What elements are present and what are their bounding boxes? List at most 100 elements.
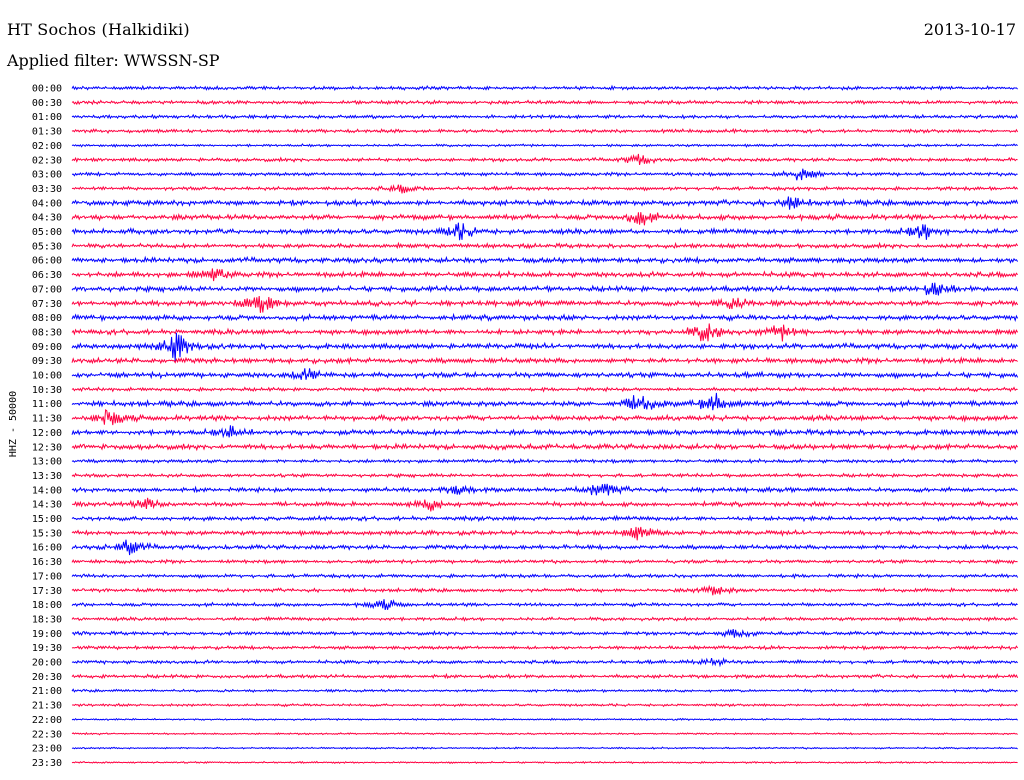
trace-0530: [71, 241, 1019, 250]
trace-0930: [71, 355, 1018, 366]
time-label: 16:00: [32, 543, 62, 554]
trace-0000: [71, 84, 1018, 92]
trace-1730: [71, 584, 1019, 596]
trace-0730: [71, 295, 1019, 313]
time-label: 09:00: [32, 342, 62, 353]
trace-0430: [71, 212, 1018, 226]
trace-1930: [71, 644, 1019, 651]
time-labels-group: 00:00 00:30 01:00 01:30 02:00 02:30 03:00 03:30…: [32, 84, 62, 769]
time-label: 01:00: [32, 112, 62, 123]
time-label: 05:30: [32, 241, 62, 252]
trace-0300: [71, 168, 1018, 181]
station-title: HT Sochos (Halkidiki): [7, 20, 190, 39]
time-label: 21:00: [32, 686, 62, 697]
trace-1430: [71, 497, 1019, 512]
trace-2230: [71, 731, 1018, 736]
time-label: 17:30: [32, 586, 62, 597]
trace-1000: [71, 368, 1019, 381]
time-label: 18:00: [32, 600, 62, 611]
time-label: 16:30: [32, 557, 62, 568]
trace-1600: [71, 539, 1019, 556]
time-label: 00:00: [32, 84, 62, 95]
trace-1830: [71, 615, 1018, 623]
time-label: 18:30: [32, 614, 62, 625]
trace-2130: [71, 702, 1018, 708]
time-label: 20:30: [32, 672, 62, 683]
time-label: 10:00: [32, 371, 62, 382]
time-label: 21:30: [32, 701, 62, 712]
time-label: 02:00: [32, 141, 62, 152]
trace-2030: [71, 672, 1019, 680]
time-label: 15:00: [32, 514, 62, 525]
time-label: 07:00: [32, 284, 62, 295]
trace-0600: [71, 255, 1019, 265]
time-label: 06:30: [32, 270, 62, 281]
time-label: 14:30: [32, 500, 62, 511]
time-label: 03:00: [32, 170, 62, 181]
time-label: 10:30: [32, 385, 62, 396]
trace-1330: [71, 472, 1019, 479]
time-label: 03:30: [32, 184, 62, 195]
trace-0200: [71, 143, 1018, 148]
time-label: 00:30: [32, 98, 62, 109]
trace-2330: [71, 760, 1018, 765]
trace-0330: [71, 183, 1018, 194]
trace-2100: [71, 688, 1018, 694]
date-label: 2013-10-17: [923, 20, 1016, 39]
time-label: 23:30: [32, 758, 62, 769]
trace-1100: [71, 392, 1019, 411]
time-label: 11:30: [32, 414, 62, 425]
time-label: 22:30: [32, 729, 62, 740]
time-label: 22:00: [32, 715, 62, 726]
trace-1900: [71, 628, 1018, 639]
trace-0900: [71, 332, 1018, 362]
time-label: 11:00: [32, 399, 62, 410]
time-label: 05:00: [32, 227, 62, 238]
trace-1630: [71, 558, 1018, 565]
trace-0630: [71, 268, 1018, 282]
time-label: 09:30: [32, 356, 62, 367]
trace-2000: [71, 656, 1018, 668]
trace-1230: [71, 442, 1019, 452]
time-label: 04:30: [32, 213, 62, 224]
y-axis-label: HHZ - 50000: [8, 391, 19, 457]
time-label: 06:00: [32, 256, 62, 267]
time-label: 23:00: [32, 744, 62, 755]
time-label: 15:30: [32, 528, 62, 539]
time-label: 07:30: [32, 299, 62, 310]
trace-0230: [71, 153, 1018, 165]
trace-1030: [71, 386, 1018, 393]
time-label: 13:00: [32, 457, 62, 468]
time-label: 19:00: [32, 629, 62, 640]
trace-1200: [71, 425, 1019, 439]
trace-0100: [71, 113, 1019, 120]
time-label: 14:00: [32, 485, 62, 496]
time-label: 19:30: [32, 643, 62, 654]
trace-0700: [71, 282, 1019, 296]
trace-0800: [71, 312, 1019, 323]
trace-1530: [71, 526, 1018, 541]
trace-1500: [71, 514, 1019, 523]
time-label: 13:30: [32, 471, 62, 482]
trace-0130: [71, 127, 1019, 135]
trace-0400: [71, 196, 1019, 210]
time-label: 08:00: [32, 313, 62, 324]
time-label: 17:00: [32, 571, 62, 582]
trace-2300: [71, 746, 1018, 750]
trace-1400: [71, 483, 1018, 496]
trace-1130: [71, 409, 1018, 426]
trace-2200: [71, 717, 1018, 722]
time-label: 12:00: [32, 428, 62, 439]
time-label: 02:30: [32, 155, 62, 166]
time-label: 01:30: [32, 127, 62, 138]
trace-0830: [71, 323, 1019, 342]
trace-group: [71, 84, 1019, 765]
filter-label: Applied filter: WWSSN-SP: [7, 51, 220, 70]
trace-1800: [71, 599, 1018, 611]
trace-1300: [71, 457, 1018, 465]
time-label: 08:30: [32, 327, 62, 338]
trace-0500: [71, 222, 1019, 241]
time-label: 20:00: [32, 658, 62, 669]
time-label: 12:30: [32, 442, 62, 453]
